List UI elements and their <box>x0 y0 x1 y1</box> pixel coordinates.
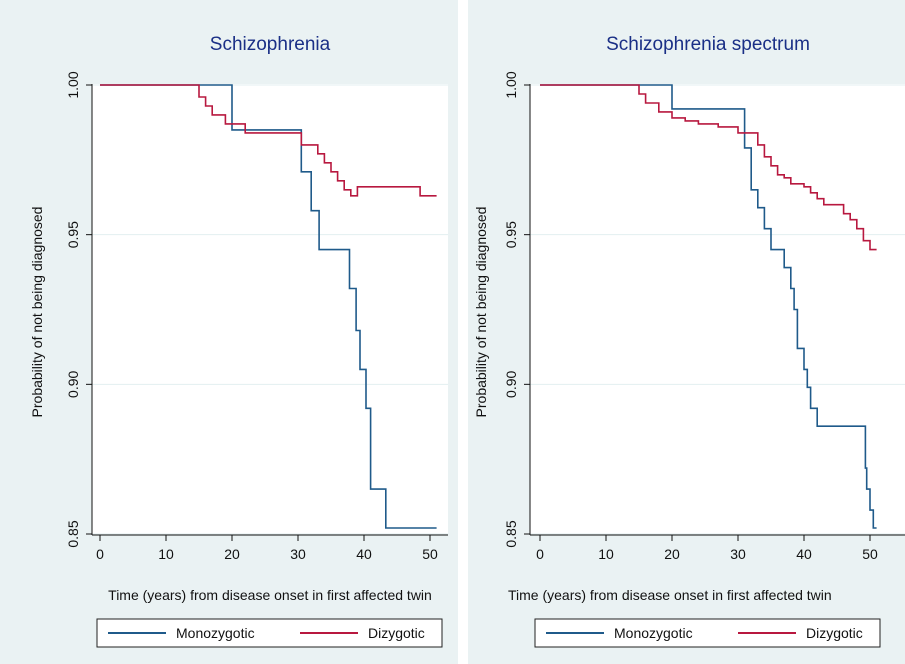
series-line-monozygotic <box>540 84 877 529</box>
x-axis-label: Time (years) from disease onset in first… <box>508 587 832 603</box>
x-tick-label: 50 <box>422 546 438 562</box>
x-tick-label: 10 <box>158 546 174 562</box>
y-tick-label: 1.00 <box>503 71 519 98</box>
x-tick-label: 10 <box>598 546 614 562</box>
x-tick-label: 30 <box>730 546 746 562</box>
y-tick-label: 1.00 <box>65 71 81 98</box>
x-tick-label: 0 <box>536 546 544 562</box>
chart-title: Schizophrenia spectrum <box>606 34 810 55</box>
y-tick-label: 0.95 <box>65 221 81 248</box>
x-tick-label: 40 <box>796 546 812 562</box>
legend-label-dizygotic: Dizygotic <box>806 625 863 641</box>
series-line-dizygotic <box>540 84 877 251</box>
chart-title: Schizophrenia <box>210 34 331 55</box>
plot-area <box>530 84 905 535</box>
x-tick-label: 30 <box>290 546 306 562</box>
series-line-monozygotic <box>100 84 437 529</box>
y-tick-label: 0.85 <box>503 520 519 547</box>
chart-panel-schizophrenia-spectrum: Schizophrenia spectrum 0.85 0.90 0.95 1.00 0… <box>468 0 905 664</box>
legend: Monozygotic Dizygotic <box>534 618 881 648</box>
y-tick-label: 0.95 <box>503 221 519 248</box>
series-line-dizygotic <box>100 84 437 197</box>
x-tick-label: 0 <box>96 546 104 562</box>
x-tick-label: 50 <box>862 546 878 562</box>
legend-label-monozygotic: Monozygotic <box>614 625 693 641</box>
x-tick-label: 20 <box>664 546 680 562</box>
y-tick-label: 0.90 <box>65 370 81 397</box>
x-tick-label: 20 <box>224 546 240 562</box>
legend-label-monozygotic: Monozygotic <box>176 625 255 641</box>
chart-schizophrenia: Schizophrenia 0.85 0.90 0.95 1.00 0 10 20 30 40 5… <box>29 34 448 648</box>
legend: Monozygotic Dizygotic <box>96 618 443 648</box>
y-tick-label: 0.85 <box>65 520 81 547</box>
chart-schizophrenia-spectrum: Schizophrenia spectrum 0.85 0.90 0.95 1.00 0… <box>473 34 905 648</box>
legend-label-dizygotic: Dizygotic <box>368 625 425 641</box>
chart-panel-schizophrenia: Schizophrenia 0.85 0.90 0.95 1.00 0 10 20 30 40 5… <box>0 0 458 664</box>
y-axis-label: Probability of not being diagnosed <box>29 207 45 418</box>
y-tick-label: 0.90 <box>503 370 519 397</box>
y-axis-label: Probability of not being diagnosed <box>473 207 489 418</box>
plot-area <box>92 84 448 535</box>
x-axis-label: Time (years) from disease onset in first… <box>108 587 432 603</box>
x-tick-label: 40 <box>356 546 372 562</box>
